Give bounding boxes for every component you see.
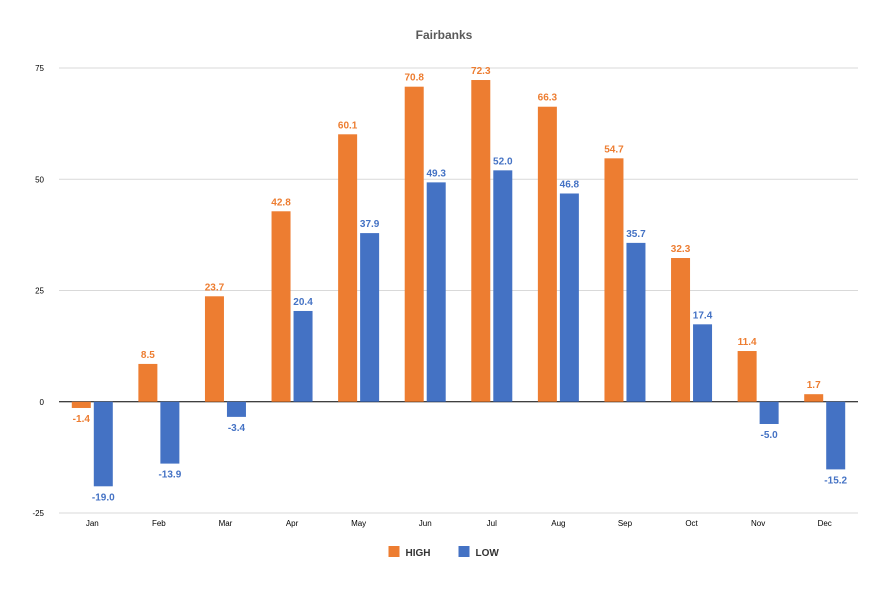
gridlines — [59, 67, 858, 514]
bar-high-feb — [138, 363, 158, 402]
data-labels: -1.4 -19.0 8.5 -13.9 23.7 -3.4 42.8 20.4 60.1 37.… — [73, 66, 848, 503]
x-tick-label: Jul — [487, 519, 497, 528]
bar-high-oct — [671, 258, 691, 402]
data-label-high-sep: 54.7 — [604, 144, 624, 155]
x-tick-label: Feb — [152, 519, 166, 528]
data-label-low-jun: 49.3 — [426, 168, 446, 179]
bar-high-jun — [404, 86, 424, 402]
data-label-high-dec: 1.7 — [807, 380, 821, 391]
bar-low-feb — [160, 401, 180, 464]
x-tick-label: Mar — [219, 519, 233, 528]
bar-low-sep — [626, 242, 646, 402]
bar-low-mar — [226, 401, 246, 417]
bar-low-jun — [426, 182, 446, 402]
y-tick-label: 0 — [40, 398, 45, 407]
x-tick-label: Jan — [86, 519, 99, 528]
data-label-low-jan: -19.0 — [92, 492, 115, 503]
x-tick-label: May — [351, 519, 366, 528]
x-tick-label: Aug — [551, 519, 565, 528]
data-label-low-may: 37.9 — [360, 219, 380, 230]
bar-low-jan — [93, 401, 113, 487]
data-label-high-may: 60.1 — [338, 120, 358, 131]
legend-item-high: HIGH — [388, 546, 431, 559]
x-tick-label: Apr — [286, 519, 299, 528]
bars — [71, 80, 846, 487]
bar-high-aug — [537, 106, 557, 402]
bar-low-aug — [559, 193, 579, 402]
bar-low-dec — [826, 401, 846, 470]
y-tick-label: 25 — [35, 287, 44, 296]
data-label-high-apr: 42.8 — [271, 197, 291, 208]
y-axis: -25 0 25 50 75 — [32, 64, 44, 518]
bar-high-dec — [804, 394, 824, 402]
data-label-high-jul: 72.3 — [471, 66, 491, 77]
x-tick-label: Oct — [685, 519, 698, 528]
bar-low-nov — [759, 401, 779, 424]
y-tick-label: 75 — [35, 64, 44, 73]
data-label-low-feb: -13.9 — [158, 470, 181, 481]
x-tick-label: Jun — [419, 519, 432, 528]
data-label-low-aug: 46.8 — [560, 179, 580, 190]
bar-high-may — [338, 134, 358, 402]
data-label-low-apr: 20.4 — [293, 297, 313, 308]
legend-item-low: LOW — [458, 546, 500, 559]
y-tick-label: 50 — [35, 175, 44, 184]
data-label-high-oct: 32.3 — [671, 244, 691, 255]
data-label-high-jun: 70.8 — [404, 73, 424, 84]
data-label-low-sep: 35.7 — [626, 229, 646, 240]
legend-swatch — [388, 546, 400, 557]
bar-low-oct — [693, 324, 713, 402]
x-tick-label: Dec — [818, 519, 832, 528]
data-label-low-mar: -3.4 — [228, 423, 246, 434]
x-tick-label: Nov — [751, 519, 765, 528]
legend-label: LOW — [476, 548, 500, 559]
legend-label: HIGH — [406, 548, 431, 559]
bar-high-jan — [71, 401, 91, 408]
data-label-high-nov: 11.4 — [738, 337, 757, 348]
bar-low-may — [360, 233, 380, 402]
data-label-high-mar: 23.7 — [205, 282, 225, 293]
data-label-low-dec: -15.2 — [824, 475, 847, 486]
bar-high-mar — [204, 296, 224, 402]
x-axis: Jan Feb Mar Apr May Jun Jul Aug Sep Oct Nov Dec — [86, 519, 832, 528]
y-tick-label: -25 — [32, 509, 44, 518]
data-label-high-aug: 66.3 — [538, 93, 558, 104]
data-label-low-nov: -5.0 — [761, 430, 779, 441]
chart-title: Fairbanks — [416, 28, 473, 42]
x-tick-label: Sep — [618, 519, 633, 528]
data-label-high-feb: 8.5 — [141, 350, 155, 361]
bar-high-apr — [271, 211, 291, 402]
bar-low-apr — [293, 310, 313, 402]
bar-high-jul — [471, 80, 491, 402]
data-label-high-jan: -1.4 — [73, 414, 91, 425]
legend: HIGH LOW — [388, 546, 500, 559]
data-label-low-jul: 52.0 — [493, 156, 513, 167]
legend-swatch — [458, 546, 470, 557]
bar-high-sep — [604, 158, 624, 402]
bar-high-nov — [737, 351, 757, 402]
data-label-low-oct: 17.4 — [693, 310, 713, 321]
bar-low-jul — [493, 170, 513, 402]
